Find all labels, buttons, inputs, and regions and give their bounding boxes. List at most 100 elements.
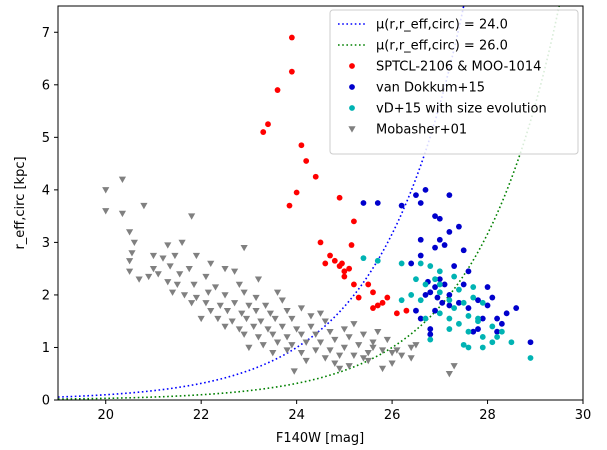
legend-label-0: μ(r,r_eff,circ) = 24.0: [376, 18, 508, 33]
data-point: [327, 252, 333, 259]
data-point: [513, 305, 520, 311]
x-axis-label: F140W [mag]: [276, 431, 364, 446]
data-point: [446, 297, 453, 304]
y-tick-label: 7: [42, 26, 50, 41]
data-point: [235, 281, 243, 289]
data-point: [412, 342, 420, 349]
data-point: [384, 294, 391, 301]
data-point: [479, 315, 486, 322]
data-point: [350, 352, 358, 359]
data-point: [297, 331, 306, 338]
data-point: [465, 268, 472, 275]
data-point: [302, 357, 310, 365]
data-point: [393, 310, 400, 317]
data-point: [326, 347, 334, 354]
data-point: [188, 213, 196, 220]
data-point: [171, 252, 179, 260]
data-point: [413, 276, 419, 283]
data-point: [360, 255, 367, 262]
data-point: [235, 326, 243, 333]
y-tick-label: 4: [42, 183, 50, 198]
data-point: [479, 334, 486, 340]
data-point: [427, 336, 434, 343]
data-point: [388, 350, 396, 357]
data-point: [240, 331, 248, 338]
y-tick-label: 0: [42, 394, 50, 409]
data-point: [102, 208, 110, 215]
data-point: [264, 326, 272, 333]
data-point: [489, 339, 496, 346]
data-point: [450, 363, 458, 370]
data-point: [242, 315, 251, 323]
data-point: [202, 273, 210, 281]
data-point: [465, 344, 472, 351]
data-point: [359, 355, 368, 362]
data-point: [494, 315, 500, 322]
data-point: [374, 257, 381, 264]
data-point: [190, 281, 198, 289]
data-point: [335, 352, 344, 359]
data-point: [265, 121, 271, 128]
data-point: [259, 342, 267, 349]
data-point: [365, 281, 372, 288]
data-point: [432, 284, 438, 290]
data-point: [460, 281, 467, 288]
data-point: [417, 236, 424, 243]
data-point: [340, 344, 348, 352]
data-point: [436, 289, 443, 296]
x-tick-label: 20: [97, 408, 114, 423]
data-point: [364, 350, 372, 357]
data-point: [451, 263, 458, 269]
data-point: [422, 292, 429, 298]
data-point: [494, 328, 500, 335]
data-point: [403, 307, 410, 314]
data-point: [475, 318, 481, 325]
data-point: [364, 357, 372, 365]
data-point: [302, 339, 310, 346]
data-point: [149, 252, 158, 260]
data-point: [355, 342, 363, 349]
data-point: [254, 334, 263, 341]
data-point: [398, 297, 405, 304]
data-point: [168, 289, 177, 296]
data-point: [250, 323, 258, 331]
data-point: [252, 294, 260, 302]
data-point: [283, 307, 291, 315]
data-point: [257, 318, 265, 325]
legend-marker-5: [348, 126, 356, 133]
data-point: [221, 323, 229, 331]
data-point: [340, 326, 348, 333]
data-point: [316, 310, 325, 317]
data-point: [331, 360, 339, 367]
data-point: [228, 318, 236, 325]
data-point: [269, 331, 277, 338]
data-point: [360, 200, 367, 206]
data-point: [240, 244, 248, 252]
data-point: [508, 339, 515, 346]
y-tick-label: 6: [42, 78, 50, 93]
legend-marker-3: [349, 84, 355, 90]
data-point: [359, 331, 368, 338]
data-point: [345, 334, 353, 341]
data-point: [321, 355, 329, 362]
data-point: [436, 281, 443, 288]
data-point: [341, 268, 348, 275]
data-point: [283, 334, 291, 341]
data-point: [288, 315, 296, 323]
data-point: [446, 228, 453, 235]
legend: μ(r,r_eff,circ) = 24.0 μ(r,r_eff,circ) = …: [329, 9, 579, 155]
data-point: [479, 299, 486, 306]
data-point: [130, 239, 138, 246]
data-point: [446, 326, 453, 332]
data-point: [350, 321, 358, 328]
y-tick-label: 2: [42, 288, 50, 303]
data-point: [475, 326, 481, 332]
data-point: [273, 289, 282, 296]
data-point: [379, 299, 386, 306]
data-point: [254, 276, 263, 283]
data-point: [125, 258, 134, 265]
data-point: [188, 300, 196, 307]
data-point: [370, 305, 376, 311]
data-point: [297, 350, 306, 357]
